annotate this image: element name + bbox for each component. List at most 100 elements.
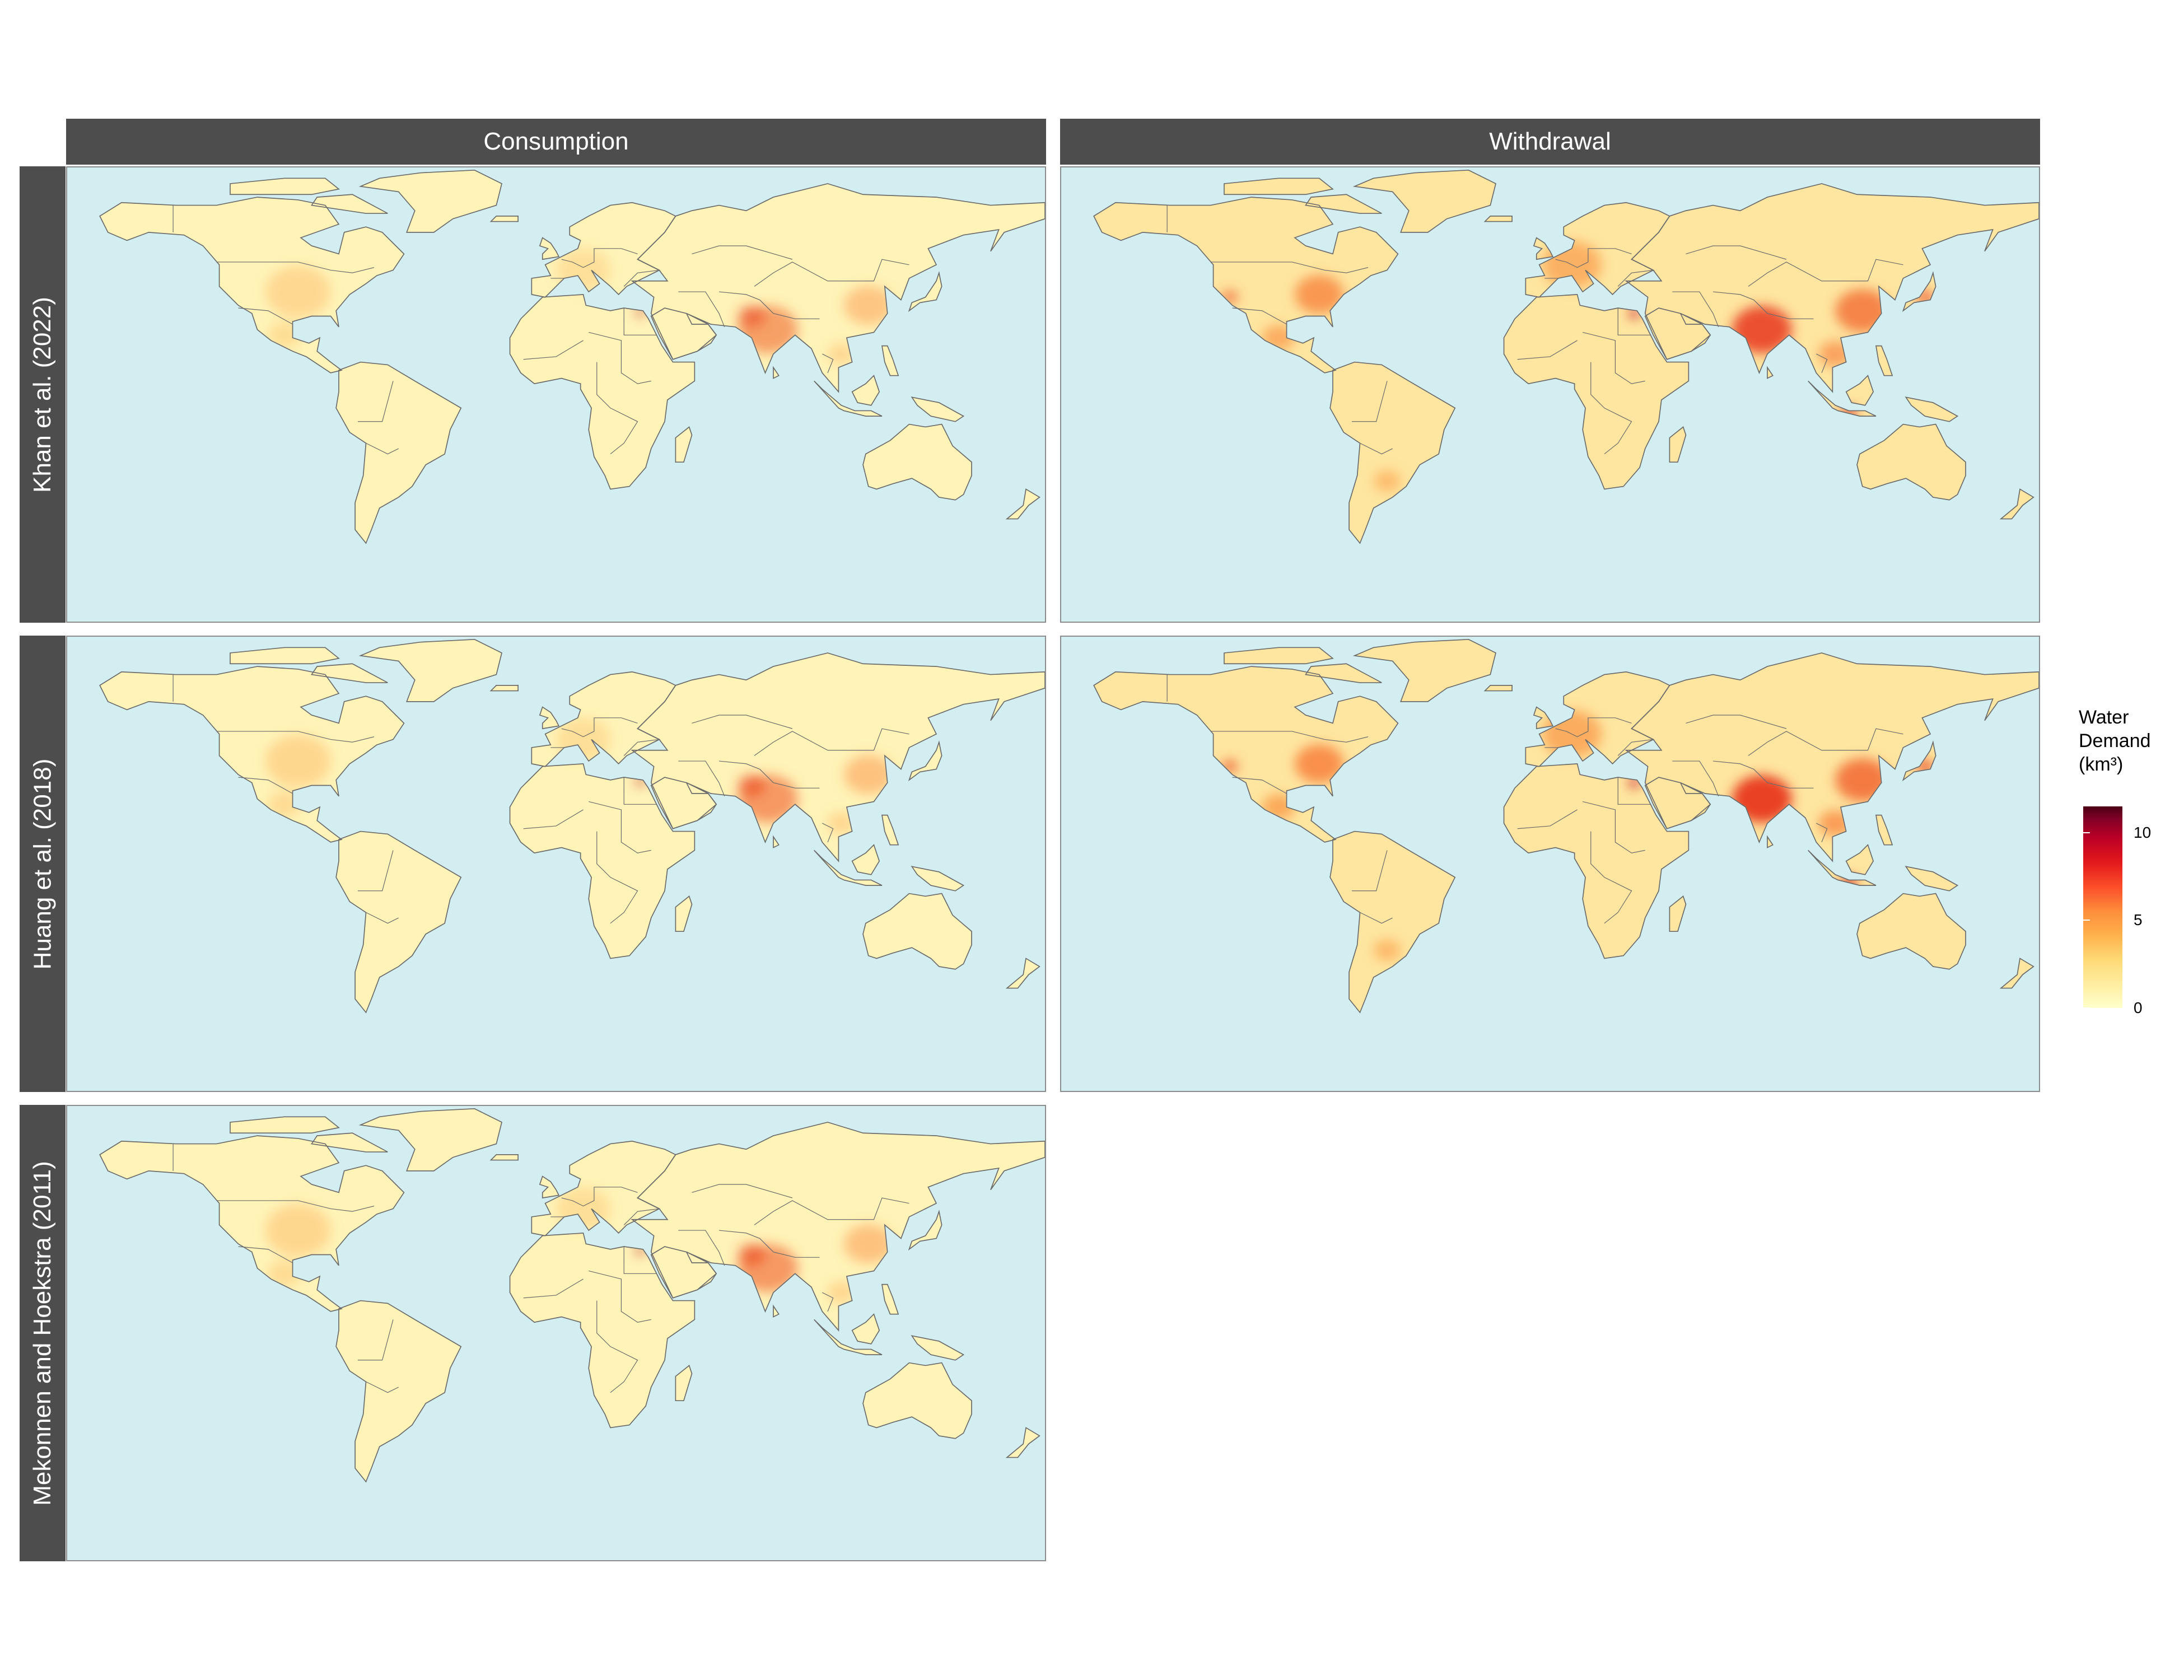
land-north-america <box>1094 197 1398 373</box>
coastline-indonesia <box>814 380 883 417</box>
country-border <box>216 1200 375 1212</box>
coastline-new-zealand <box>1005 1427 1040 1458</box>
land-asia <box>632 652 1045 861</box>
coastline-madagascar <box>675 895 693 932</box>
demand-hotspots <box>265 1187 893 1304</box>
country-border <box>623 269 660 287</box>
coastline-new-guinea <box>1905 866 1959 892</box>
country-border <box>561 1187 638 1207</box>
coastline-north-america <box>99 1135 405 1312</box>
coastline-africa <box>1503 293 1690 490</box>
land-asia <box>632 183 1045 392</box>
coastline-africa <box>509 293 696 490</box>
coastline-japan <box>908 270 942 312</box>
facet-strip-huang: Huang et al. (2018) <box>20 636 66 1092</box>
map-panel-huang-withdrawal <box>1060 636 2040 1092</box>
country-border <box>366 1381 399 1393</box>
coastline-greenland <box>358 638 502 702</box>
facet-strip-mekonnen: Mekonnen and Hoekstra (2011) <box>20 1105 66 1561</box>
country-border <box>1590 362 1632 455</box>
coastline-philippines <box>1875 345 1893 376</box>
country-border <box>596 831 638 924</box>
land-new-zealand <box>1007 958 1040 988</box>
country-border <box>1360 442 1393 455</box>
land-indonesia <box>814 1319 882 1355</box>
coastline-philippines <box>881 814 899 846</box>
land-australia <box>863 424 972 500</box>
coastline-indonesia <box>814 1319 883 1355</box>
land-africa <box>1504 294 1689 489</box>
coastline-new-zealand <box>1999 488 2034 520</box>
country-border <box>1672 291 1719 328</box>
hotspot <box>1732 306 1792 354</box>
country-border <box>238 307 293 325</box>
hotspot <box>1819 810 1852 837</box>
coastline-iceland <box>489 216 519 222</box>
coastline-sri-lanka <box>773 1304 780 1318</box>
facet-label-mekonnen: Mekonnen and Hoekstra (2011) <box>29 1160 56 1506</box>
country-border <box>822 823 834 843</box>
land-australia <box>1857 424 1966 500</box>
map-panel-mekonnen-consumption <box>66 1105 1046 1561</box>
country-border <box>366 912 399 924</box>
hotspot <box>828 1281 855 1304</box>
hotspot <box>1819 340 1852 367</box>
coastline-south-america <box>1329 361 1456 544</box>
country-border <box>1686 715 1787 729</box>
hotspot <box>844 1224 893 1263</box>
land-new-guinea <box>912 397 964 422</box>
land-arctic-islands <box>230 178 339 195</box>
coastline-arctic-islands <box>230 1116 340 1134</box>
country-border <box>589 332 651 384</box>
country-border <box>718 291 820 319</box>
country-border <box>1672 760 1719 797</box>
land-iceland <box>1485 685 1513 691</box>
coastline-australia <box>862 893 972 970</box>
land-uk <box>539 707 559 729</box>
land-greenland <box>360 1108 502 1171</box>
country-border <box>357 381 394 422</box>
hotspot <box>1373 470 1401 492</box>
land-north-america <box>100 1136 404 1312</box>
map-panel-khan-withdrawal <box>1060 166 2040 623</box>
land-greenland <box>1354 639 1496 702</box>
land-asia <box>1626 652 2039 861</box>
coastline-arabia <box>650 1246 717 1299</box>
coastline-uk <box>1533 706 1554 730</box>
hotspot <box>268 1261 301 1287</box>
legend-tick-mark <box>2122 920 2129 921</box>
coastline-baffin <box>311 194 388 214</box>
country-border <box>822 1292 834 1312</box>
land-africa <box>1504 763 1689 959</box>
legend-tick-label: 0 <box>2134 999 2143 1016</box>
land-south-america <box>336 362 461 544</box>
land-asia <box>632 1122 1045 1331</box>
coastline-greenland <box>1352 169 1496 233</box>
country-border <box>623 1247 657 1274</box>
country-border <box>692 715 793 729</box>
country-border <box>623 777 657 805</box>
country-border <box>1617 269 1654 287</box>
land-iceland <box>491 1154 519 1160</box>
country-border <box>1712 760 1814 788</box>
hotspot <box>265 1204 331 1257</box>
land-australia <box>863 1362 972 1439</box>
land-philippines <box>882 815 899 845</box>
coastline-australia <box>862 423 972 501</box>
coastline-madagascar <box>675 1365 693 1402</box>
legend-tick-mark <box>2122 832 2129 833</box>
land-africa <box>510 763 695 959</box>
country-border <box>623 1208 660 1225</box>
country-border <box>1583 801 1645 853</box>
coastline-indonesia <box>1808 380 1877 417</box>
hotspot <box>738 774 766 796</box>
legend-tick-mark <box>2122 1007 2129 1009</box>
coastline-iceland <box>1483 685 1513 692</box>
coastline-arabia <box>1644 307 1711 360</box>
coastline-arabia <box>1644 777 1711 829</box>
land-uk <box>539 1176 559 1198</box>
world-map-svg <box>99 169 1045 544</box>
coastline-uk <box>539 1175 560 1199</box>
land-australia <box>1857 893 1966 969</box>
land-new-guinea <box>912 1336 964 1360</box>
